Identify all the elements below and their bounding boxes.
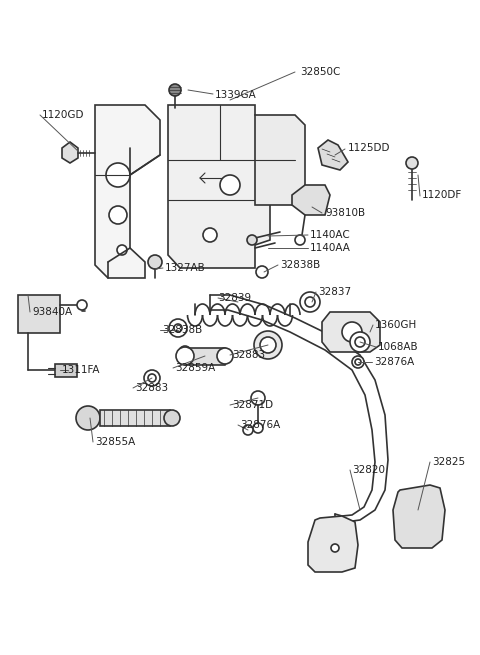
Circle shape <box>300 292 320 312</box>
Circle shape <box>251 391 265 405</box>
Circle shape <box>220 175 240 195</box>
Text: 32837: 32837 <box>318 287 351 297</box>
Text: 1120GD: 1120GD <box>42 110 84 120</box>
Polygon shape <box>168 105 270 268</box>
Text: 32839: 32839 <box>218 293 251 303</box>
Text: 1120DF: 1120DF <box>422 190 462 200</box>
Circle shape <box>148 255 162 269</box>
Polygon shape <box>255 115 305 205</box>
Polygon shape <box>393 485 445 548</box>
Circle shape <box>254 331 282 359</box>
Circle shape <box>203 228 217 242</box>
Circle shape <box>355 337 365 347</box>
Bar <box>55 364 77 377</box>
Text: 32855A: 32855A <box>95 437 135 447</box>
Text: 1360GH: 1360GH <box>375 320 417 330</box>
Circle shape <box>331 544 339 552</box>
Circle shape <box>176 347 194 365</box>
Circle shape <box>256 266 268 278</box>
Circle shape <box>174 324 182 332</box>
Circle shape <box>355 359 361 365</box>
Text: 32883: 32883 <box>232 350 265 360</box>
Text: 32883: 32883 <box>135 383 168 393</box>
Circle shape <box>217 348 233 364</box>
Circle shape <box>164 410 180 426</box>
Circle shape <box>117 245 127 255</box>
Circle shape <box>144 370 160 386</box>
Text: 32876A: 32876A <box>240 420 280 430</box>
Circle shape <box>243 425 253 435</box>
Circle shape <box>169 319 187 337</box>
Polygon shape <box>292 185 330 215</box>
Circle shape <box>148 374 156 382</box>
Text: 1125DD: 1125DD <box>348 143 391 153</box>
Polygon shape <box>95 105 160 278</box>
Text: 32838B: 32838B <box>280 260 320 270</box>
Circle shape <box>106 163 130 187</box>
Circle shape <box>295 235 305 245</box>
Text: 1068AB: 1068AB <box>378 342 419 352</box>
Circle shape <box>109 206 127 224</box>
Circle shape <box>406 157 418 169</box>
Circle shape <box>350 332 370 352</box>
Polygon shape <box>308 516 358 572</box>
Polygon shape <box>182 348 228 365</box>
Circle shape <box>305 297 315 307</box>
Circle shape <box>247 235 257 245</box>
Circle shape <box>342 322 362 342</box>
Text: 93840A: 93840A <box>32 307 72 317</box>
Text: 1140AA: 1140AA <box>310 243 351 253</box>
Text: 32850C: 32850C <box>300 67 340 77</box>
Polygon shape <box>62 142 78 163</box>
Text: 1311FA: 1311FA <box>62 365 100 375</box>
Text: 32825: 32825 <box>432 457 465 467</box>
Text: 1140AC: 1140AC <box>310 230 351 240</box>
Text: 32871D: 32871D <box>232 400 273 410</box>
Circle shape <box>169 84 181 96</box>
Circle shape <box>76 406 100 430</box>
Text: 32876A: 32876A <box>374 357 414 367</box>
Polygon shape <box>318 140 348 170</box>
Text: 93810B: 93810B <box>325 208 365 218</box>
Circle shape <box>260 337 276 353</box>
Text: 32859A: 32859A <box>175 363 215 373</box>
Bar <box>18 295 60 333</box>
Text: 1327AB: 1327AB <box>165 263 206 273</box>
Text: 32838B: 32838B <box>162 325 202 335</box>
Circle shape <box>179 346 191 358</box>
Bar <box>100 410 170 426</box>
Circle shape <box>77 300 87 310</box>
Text: 1339GA: 1339GA <box>215 90 257 100</box>
Polygon shape <box>322 312 380 352</box>
Circle shape <box>253 423 263 433</box>
Text: 32820: 32820 <box>352 465 385 475</box>
Circle shape <box>352 356 364 368</box>
